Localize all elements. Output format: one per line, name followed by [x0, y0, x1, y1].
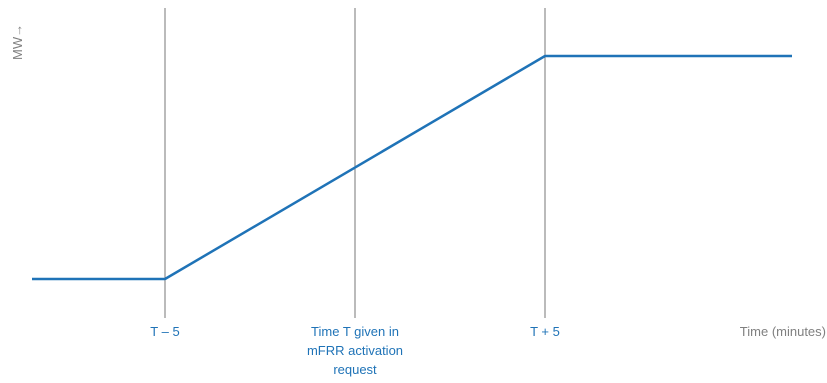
x-tick-label-2: T + 5 — [530, 324, 560, 339]
x-tick-label-line: mFRR activation — [307, 343, 403, 358]
x-axis-label: Time (minutes) — [740, 324, 826, 339]
series-layer — [32, 54, 792, 281]
series-line-0 — [32, 54, 792, 281]
x-tick-label-0: T – 5 — [150, 324, 179, 339]
x-tick-label-line: request — [333, 362, 377, 377]
x-tick-label-line: Time T given in — [311, 324, 399, 339]
x-tick-label-line: T – 5 — [150, 324, 179, 339]
x-tick-label-1: Time T given in mFRR activation request — [307, 324, 403, 377]
x-tick-labels: T – 5 Time T given in mFRR activation reque… — [150, 324, 560, 377]
y-axis-label: MW→ — [10, 24, 25, 60]
x-tick-label-line: T + 5 — [530, 324, 560, 339]
gridlines — [164, 8, 546, 318]
